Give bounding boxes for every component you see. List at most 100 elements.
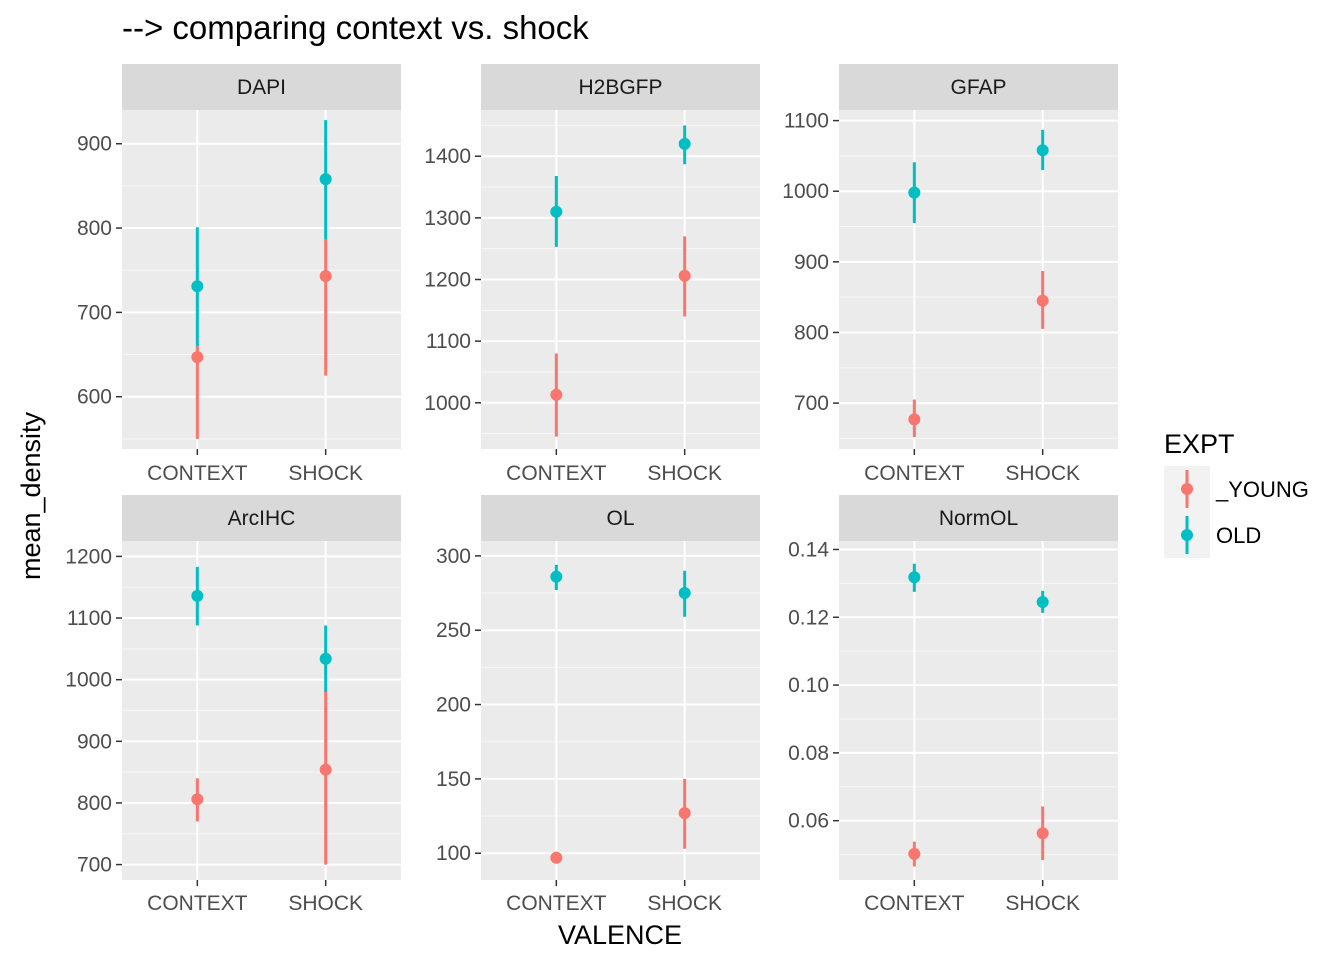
- point-young: [550, 851, 563, 864]
- point-young: [319, 270, 332, 283]
- point-young: [191, 793, 204, 806]
- y-tick-label: 0.08: [788, 742, 829, 765]
- facet-panel-h2bgfp: H2BGFP 1000 1100 1200 1300 1400 CONTEXT SHOCK: [424, 64, 760, 485]
- x-tick-label: CONTEXT: [864, 462, 965, 485]
- y-tick-label: 800: [794, 321, 829, 344]
- point-old: [1036, 596, 1049, 609]
- y-axis-title: mean_density: [16, 411, 46, 580]
- y-tick-label: 0.12: [788, 606, 829, 629]
- legend-title: EXPT: [1164, 429, 1235, 459]
- facet-panel-normol: NormOL 0.06 0.08 0.10 0.12 0.14 CONTEXT SHOCK: [788, 495, 1118, 915]
- panel-background: [481, 541, 760, 880]
- facet-strip-label: H2BGFP: [578, 76, 662, 99]
- facet-strip: [839, 64, 1118, 110]
- y-tick-label: 100: [436, 842, 471, 865]
- facet-strip-label: DAPI: [237, 76, 286, 99]
- point-young: [678, 807, 691, 820]
- x-tick-label: SHOCK: [1005, 892, 1080, 915]
- point-old: [550, 570, 563, 583]
- legend-item: OLD: [1164, 512, 1261, 558]
- y-tick-label: 900: [77, 133, 112, 156]
- point-old: [1036, 144, 1049, 157]
- chart-title: --> comparing context vs. shock: [122, 9, 589, 46]
- point-old: [678, 137, 691, 150]
- legend: EXPT _YOUNG OLD: [1164, 429, 1309, 558]
- point-old: [191, 589, 204, 602]
- y-tick-label: 1300: [424, 207, 471, 230]
- y-tick-label: 0.06: [788, 810, 829, 833]
- x-tick-label: CONTEXT: [864, 892, 965, 915]
- x-tick-label: SHOCK: [288, 462, 363, 485]
- point-young: [908, 847, 921, 860]
- y-tick-label: 200: [436, 694, 471, 717]
- y-tick-label: 600: [77, 386, 112, 409]
- y-tick-label: 150: [436, 768, 471, 791]
- y-tick-label: 700: [794, 392, 829, 415]
- x-tick-label: SHOCK: [1005, 462, 1080, 485]
- y-tick-label: 1100: [67, 607, 112, 630]
- facet-strip-label: ArcIHC: [228, 507, 296, 530]
- panel-background: [839, 110, 1118, 449]
- x-tick-label: SHOCK: [647, 892, 722, 915]
- point-old: [191, 280, 204, 293]
- facet-strip: [839, 495, 1118, 541]
- point-young: [908, 413, 921, 426]
- legend-key-point: [1181, 483, 1193, 495]
- y-tick-label: 900: [794, 251, 829, 274]
- point-old: [319, 173, 332, 186]
- point-old: [908, 571, 921, 584]
- x-axis-title: VALENCE: [558, 920, 682, 950]
- panel-background: [839, 541, 1118, 880]
- facet-strip: [481, 495, 760, 541]
- legend-item: _YOUNG: [1164, 466, 1309, 512]
- facet-strip-label: NormOL: [939, 507, 1018, 530]
- legend-key-point: [1181, 529, 1193, 541]
- y-tick-label: 1000: [424, 392, 471, 415]
- facet-grid: DAPI 600 700 800 900 CONTEXT SHOCK H2BGFP 1000 11…: [65, 64, 1118, 915]
- x-tick-label: SHOCK: [647, 462, 722, 485]
- y-tick-label: 1100: [784, 110, 829, 133]
- point-old: [319, 652, 332, 665]
- x-tick-label: CONTEXT: [147, 462, 248, 485]
- point-old: [550, 205, 563, 218]
- y-tick-label: 800: [77, 217, 112, 240]
- point-young: [1036, 294, 1049, 307]
- facet-strip: [481, 64, 760, 110]
- point-young: [319, 763, 332, 776]
- y-tick-label: 700: [77, 301, 112, 324]
- point-young: [191, 351, 204, 364]
- x-tick-label: CONTEXT: [147, 892, 248, 915]
- y-tick-label: 300: [436, 545, 471, 568]
- point-young: [1036, 827, 1049, 840]
- y-tick-label: 0.14: [788, 538, 829, 561]
- facet-strip: [122, 64, 401, 110]
- y-tick-label: 1200: [424, 269, 471, 292]
- y-tick-label: 800: [77, 792, 112, 815]
- x-tick-label: CONTEXT: [506, 462, 607, 485]
- facet-strip-label: OL: [606, 507, 634, 530]
- facet-strip: [122, 495, 401, 541]
- point-young: [550, 388, 563, 401]
- y-tick-label: 1000: [65, 669, 112, 692]
- y-tick-label: 1000: [782, 180, 829, 203]
- point-old: [908, 186, 921, 199]
- facet-panel-gfap: GFAP 700 800 900 1000 1100 CONTEXT SHOCK: [782, 64, 1118, 485]
- y-tick-label: 1100: [426, 330, 471, 353]
- panel-background: [122, 110, 401, 449]
- y-tick-label: 250: [436, 619, 471, 642]
- y-tick-label: 700: [77, 854, 112, 877]
- y-tick-label: 0.10: [788, 674, 829, 697]
- facet-panel-dapi: DAPI 600 700 800 900 CONTEXT SHOCK: [77, 64, 401, 485]
- legend-label: _YOUNG: [1215, 477, 1309, 502]
- x-tick-label: CONTEXT: [506, 892, 607, 915]
- facet-panel-ol: OL 100 150 200 250 300 CONTEXT SHOCK: [436, 495, 760, 915]
- y-tick-label: 900: [77, 730, 112, 753]
- facet-strip-label: GFAP: [950, 76, 1006, 99]
- point-old: [678, 587, 691, 600]
- facet-panel-arcihc: ArcIHC 700 800 900 1000 1100 1200 CONTEXT SHOCK: [65, 495, 401, 915]
- point-young: [678, 269, 691, 282]
- y-tick-label: 1400: [424, 145, 471, 168]
- x-tick-label: SHOCK: [288, 892, 363, 915]
- y-tick-label: 1200: [65, 545, 112, 568]
